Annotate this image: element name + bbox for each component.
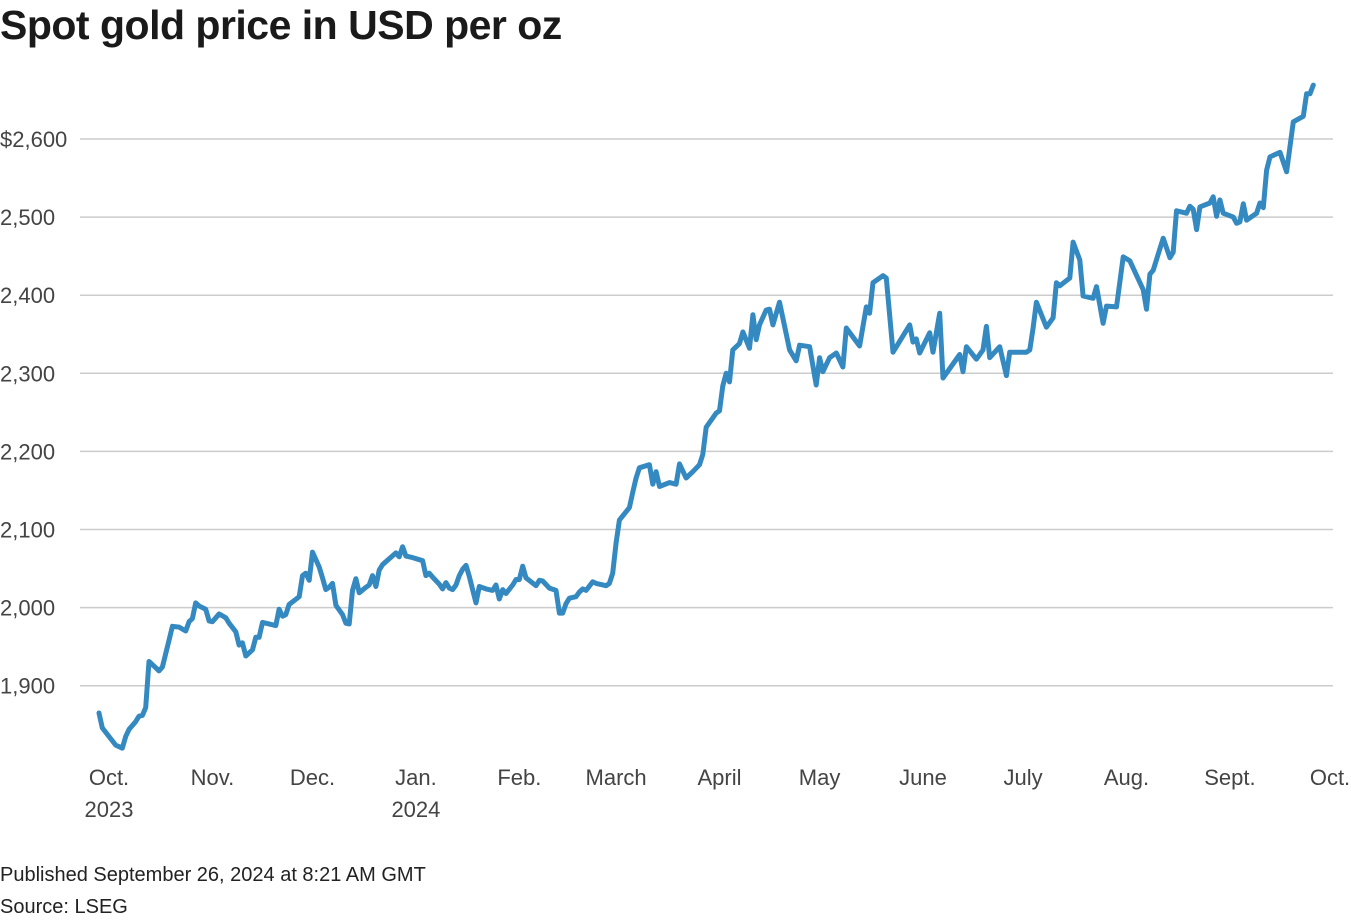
x-tick-label: June — [899, 765, 947, 790]
chart-title: Spot gold price in USD per oz — [0, 2, 562, 48]
gridlines — [80, 138, 1333, 687]
x-axis-ticks: Oct. 2023 Nov. Dec. Jan. 2024 Feb. March April Ma… — [85, 765, 1351, 822]
x-tick-label: Aug. — [1104, 765, 1149, 790]
x-tick-year-label: 2024 — [391, 797, 440, 822]
x-tick-label: April — [697, 765, 741, 790]
y-tick-label: 2,000 — [0, 596, 55, 621]
x-tick-label: Dec. — [290, 765, 335, 790]
y-tick-label: 2,100 — [0, 518, 55, 543]
x-tick-label: Oct. — [89, 765, 129, 790]
y-tick-label: 2,400 — [0, 283, 55, 308]
x-tick-year-label: 2023 — [85, 797, 134, 822]
x-tick-label: Jan. — [395, 765, 437, 790]
y-tick-label: 1,900 — [0, 674, 55, 699]
published-note: Published September 26, 2024 at 8:21 AM … — [0, 864, 426, 886]
x-tick-label: Feb. — [497, 765, 541, 790]
y-tick-label: 2,200 — [0, 439, 55, 464]
y-tick-label: $2,600 — [0, 127, 67, 152]
price-line — [96, 82, 1316, 751]
x-tick-label: March — [586, 765, 647, 790]
source-note: Source: LSEG — [0, 896, 128, 918]
y-tick-label: 2,500 — [0, 205, 55, 230]
x-tick-label: Nov. — [191, 765, 235, 790]
x-tick-label: May — [799, 765, 841, 790]
x-tick-label: July — [1004, 765, 1043, 790]
x-tick-label: Oct. — [1310, 765, 1350, 790]
y-axis-ticks: 1,900 2,000 2,100 2,200 2,300 2,400 2,500 $2,60… — [0, 127, 67, 699]
x-tick-label: Sept. — [1204, 765, 1255, 790]
y-tick-label: 2,300 — [0, 361, 55, 386]
series-layer — [96, 82, 1316, 751]
